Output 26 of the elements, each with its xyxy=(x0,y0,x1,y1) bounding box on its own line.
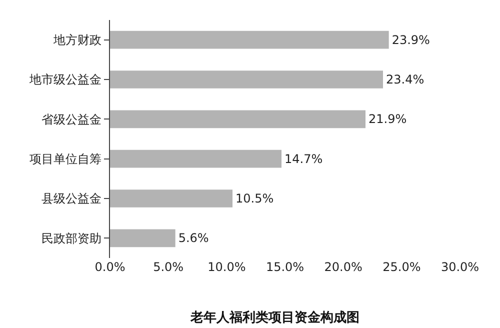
bar xyxy=(110,70,383,88)
x-tick-label: 10.0% xyxy=(208,260,246,274)
y-tick-label: 省级公益金 xyxy=(42,112,102,126)
y-tick-label: 项目单位自筹 xyxy=(30,152,102,166)
y-tick-label: 地方财政 xyxy=(52,33,102,48)
data-label: 21.9% xyxy=(368,112,407,126)
bar xyxy=(110,190,232,208)
data-label: 23.9% xyxy=(392,32,430,47)
y-tick-label: 地市级公益金 xyxy=(28,72,102,87)
bar xyxy=(110,150,282,168)
x-tick-label: 15.0% xyxy=(266,260,304,274)
y-tick-label: 县级公益金 xyxy=(42,192,102,206)
x-tick-label: 20.0% xyxy=(324,260,362,274)
data-label: 10.5% xyxy=(236,192,274,206)
bar xyxy=(110,110,366,128)
y-tick-label: 民政部资助 xyxy=(42,231,102,246)
data-label: 5.6% xyxy=(178,231,209,246)
data-label: 23.4% xyxy=(386,72,424,87)
data-label: 14.7% xyxy=(284,152,323,166)
x-tick-label: 5.0% xyxy=(153,260,184,274)
x-tick-label: 25.0% xyxy=(382,260,421,274)
bar xyxy=(110,30,389,49)
x-tick-label: 30.0% xyxy=(440,260,480,274)
bar xyxy=(110,229,176,248)
text: 老年人福利类项目资金构成图 xyxy=(190,309,360,326)
x-tick-label: 0.0% xyxy=(94,260,126,274)
